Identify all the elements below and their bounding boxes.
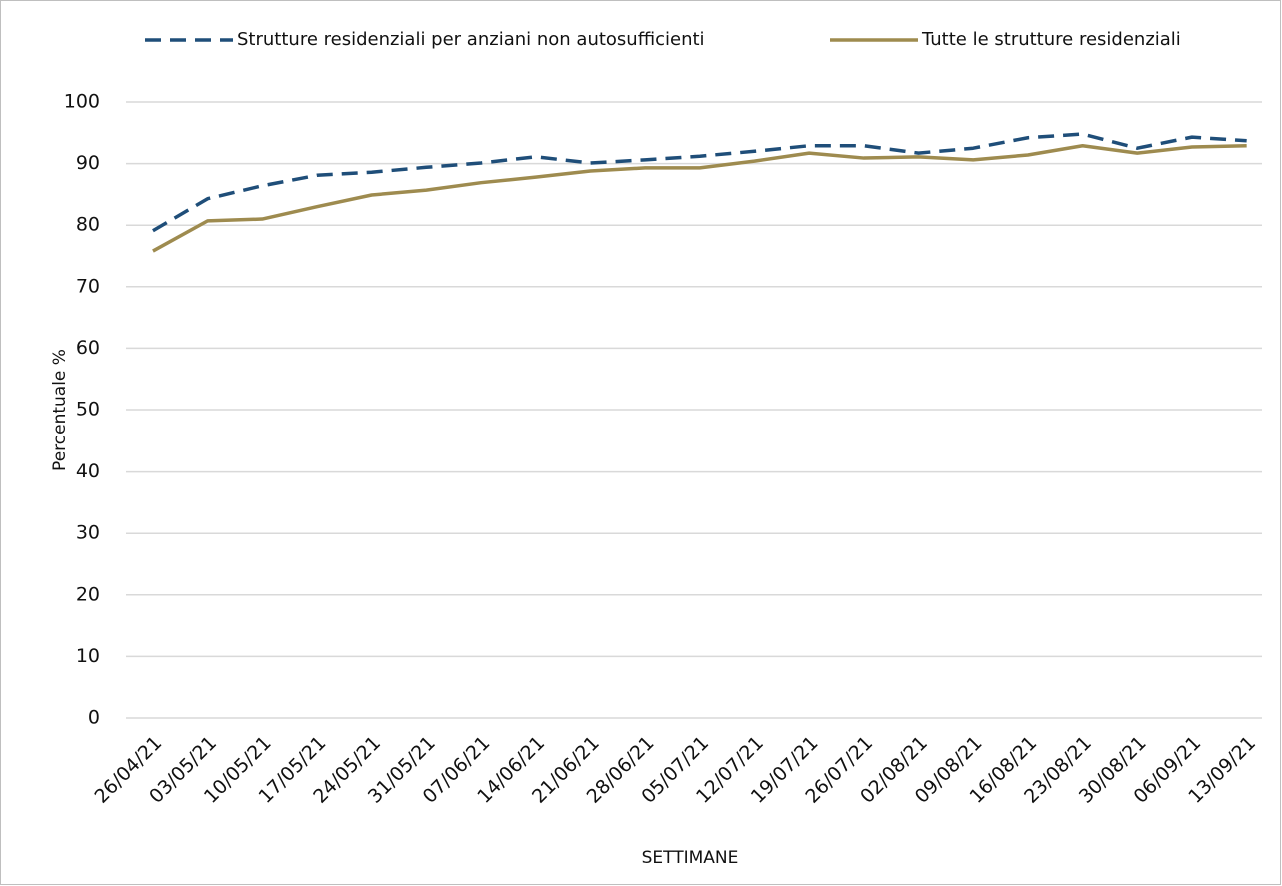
y-tick-label: 30 xyxy=(76,522,100,544)
y-tick-label: 70 xyxy=(76,275,100,297)
y-tick-label: 100 xyxy=(64,91,100,113)
series-line xyxy=(152,132,1247,233)
y-tick-label: 0 xyxy=(88,707,100,729)
y-tick-label: 80 xyxy=(76,214,100,236)
x-axis-title: SETTIMANE xyxy=(642,848,739,868)
y-axis-title: Percentuale % xyxy=(50,349,70,471)
y-tick-label: 10 xyxy=(76,645,100,667)
legend-text: Tutte le strutture residenziali xyxy=(921,29,1181,50)
y-tick-label: 50 xyxy=(76,399,100,421)
legend-text: Strutture residenziali per anziani non a… xyxy=(237,29,705,50)
y-tick-label: 40 xyxy=(76,460,100,482)
y-tick-label: 20 xyxy=(76,583,100,605)
y-tick-label: 60 xyxy=(76,337,100,359)
y-tick-label: 90 xyxy=(76,152,100,174)
series-line xyxy=(152,143,1247,253)
